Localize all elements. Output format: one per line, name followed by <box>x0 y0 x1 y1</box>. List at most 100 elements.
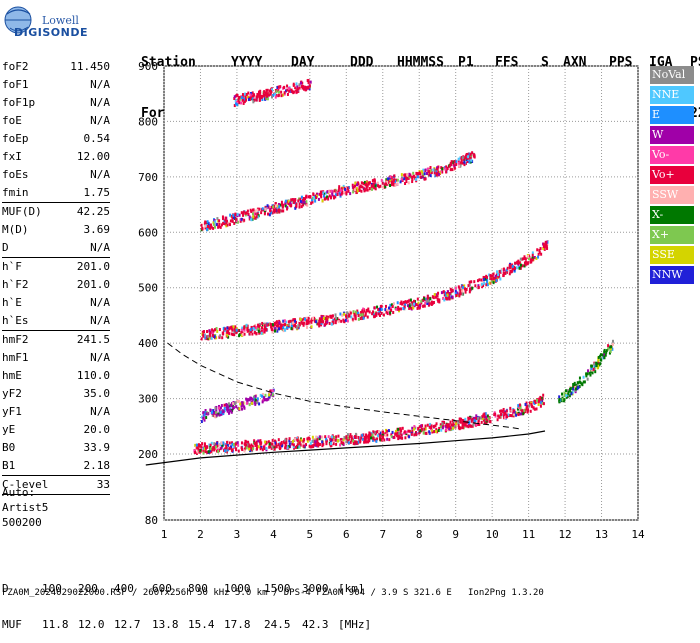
param-row: MUF(D) 42.25 <box>2 203 110 221</box>
echo-mark <box>276 329 279 333</box>
echo-mark <box>275 444 278 448</box>
echo-mark <box>363 435 366 439</box>
echo-mark <box>485 283 488 287</box>
echo-mark <box>542 246 545 250</box>
echo-mark <box>254 402 257 406</box>
echo-mark <box>311 198 314 202</box>
echo-mark <box>356 183 359 187</box>
echo-mark <box>240 211 243 215</box>
echo-mark <box>364 311 367 315</box>
echo-mark <box>261 207 264 211</box>
echo-mark <box>221 444 224 448</box>
echo-mark <box>227 402 230 406</box>
echo-mark <box>295 82 298 86</box>
echo-mark <box>329 442 332 446</box>
echo-mark <box>202 334 205 338</box>
echo-mark <box>413 425 416 429</box>
echo-mark <box>273 210 276 214</box>
echo-mark <box>243 447 246 451</box>
echo-mark <box>286 92 289 96</box>
echo-mark <box>354 314 357 318</box>
echo-mark <box>207 334 210 338</box>
echo-mark <box>535 407 538 411</box>
param-row: foEp 0.54 <box>2 130 110 148</box>
param-value: 33 <box>96 478 110 491</box>
echo-mark <box>270 325 273 329</box>
echo-mark <box>281 209 284 213</box>
echo-mark <box>209 450 212 454</box>
x-tick-label: 3 <box>234 528 241 541</box>
echo-mark <box>243 92 246 96</box>
echo-mark <box>209 226 212 230</box>
echo-mark <box>215 409 218 413</box>
echo-mark <box>266 204 269 208</box>
echo-mark <box>240 217 243 221</box>
echo-mark <box>265 94 268 98</box>
echo-mark <box>397 305 400 309</box>
echo-mark <box>453 166 456 170</box>
echo-mark <box>384 433 387 437</box>
echo-mark <box>278 442 281 446</box>
echo-mark <box>397 437 400 441</box>
echo-mark <box>374 187 377 191</box>
echo-mark <box>471 417 474 421</box>
legend-item-w: W <box>650 126 694 144</box>
echo-mark <box>404 175 407 179</box>
echo-mark <box>599 353 602 357</box>
echo-mark <box>225 224 228 228</box>
echo-mark <box>261 394 264 398</box>
echo-mark <box>389 306 392 310</box>
echo-mark <box>254 326 257 330</box>
echo-mark <box>255 442 258 446</box>
echo-mark <box>212 409 215 413</box>
echo-mark <box>214 220 217 224</box>
echo-mark <box>363 180 366 184</box>
echo-mark <box>448 292 451 296</box>
echo-mark <box>458 164 461 168</box>
echo-mark <box>433 171 436 175</box>
echo-mark <box>335 435 338 439</box>
echo-mark <box>264 398 267 402</box>
echo-mark <box>253 395 256 399</box>
echo-mark <box>204 450 207 454</box>
echo-mark <box>314 440 317 444</box>
echo-mark <box>348 435 351 439</box>
echo-mark <box>309 442 312 446</box>
echo-mark <box>446 290 449 294</box>
echo-mark <box>312 445 315 449</box>
echo-mark <box>274 95 277 99</box>
echo-mark <box>249 328 252 332</box>
echo-mark <box>285 89 288 93</box>
echo-mark <box>452 421 455 425</box>
echo-mark <box>596 366 599 370</box>
echo-mark <box>381 435 384 439</box>
echo-mark <box>217 406 220 410</box>
param-row: C-level 33 <box>2 476 110 494</box>
echo-mark <box>279 203 282 207</box>
echo-mark <box>544 240 547 244</box>
echo-mark <box>262 92 265 96</box>
echo-mark <box>376 437 379 441</box>
echo-mark <box>408 306 411 310</box>
echo-mark <box>232 213 235 217</box>
echo-mark <box>357 314 360 318</box>
echo-mark <box>238 407 241 411</box>
echo-mark <box>366 184 369 188</box>
param-name: foF1p <box>2 96 36 109</box>
param-row: h`E N/A <box>2 294 110 312</box>
echo-mark <box>376 184 379 188</box>
echo-mark <box>257 445 260 449</box>
echo-mark <box>229 213 232 217</box>
autoscaling-info: Auto: Artist5 500200 <box>2 485 48 530</box>
echo-mark <box>596 362 599 366</box>
echo-mark <box>245 323 248 327</box>
echo-mark <box>236 93 239 97</box>
echo-mark <box>238 95 241 99</box>
echo-mark <box>405 300 408 304</box>
param-row: M(D) 3.69 <box>2 221 110 239</box>
echo-mark <box>434 295 437 299</box>
echo-mark <box>219 412 222 416</box>
echo-mark <box>398 307 401 311</box>
echo-mark <box>378 430 381 434</box>
echo-mark <box>346 186 349 190</box>
